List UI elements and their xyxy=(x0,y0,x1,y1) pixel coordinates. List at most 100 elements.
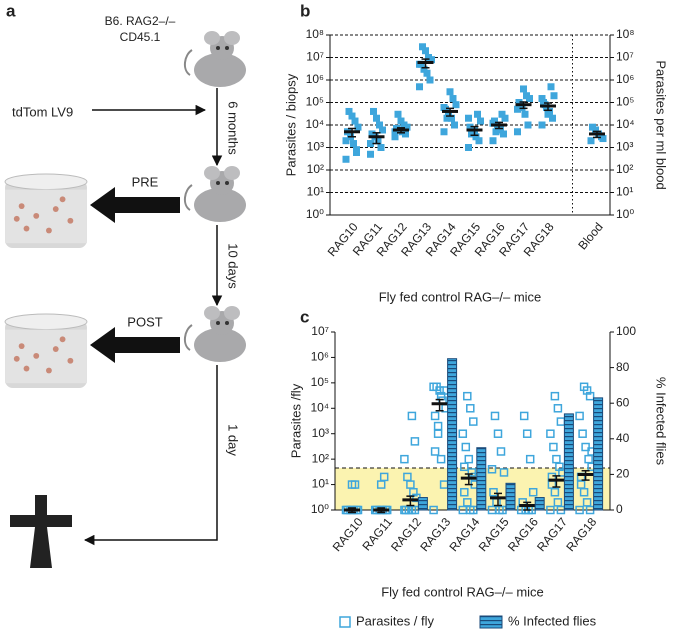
data-point xyxy=(452,101,460,109)
data-point xyxy=(549,442,558,452)
data-point xyxy=(458,429,468,438)
data-point xyxy=(579,382,589,392)
data-point xyxy=(556,417,566,426)
data-point xyxy=(391,133,399,141)
bar xyxy=(534,497,545,511)
data-point xyxy=(589,123,596,131)
data-point xyxy=(460,462,469,472)
x-tick-label: RAG15 xyxy=(476,515,512,554)
data-point xyxy=(345,107,353,115)
data-point xyxy=(410,437,420,446)
y-axis-label: Parasites / biopsy xyxy=(283,73,298,176)
y2-tick-label: 0 xyxy=(616,502,623,516)
mouse-icon xyxy=(183,305,247,363)
y2-tick-label: 20 xyxy=(616,467,630,481)
data-point xyxy=(465,114,472,122)
y2-tick-label: 60 xyxy=(616,395,630,409)
y2-tick-label: 10⁵ xyxy=(616,95,634,109)
panel-label: c xyxy=(300,307,309,326)
legend-label: % Infected flies xyxy=(508,613,597,628)
x-tick-label: RAG18 xyxy=(563,515,599,554)
legend-swatch xyxy=(479,615,503,629)
data-point xyxy=(553,404,563,413)
data-point xyxy=(538,121,546,129)
data-point xyxy=(464,454,474,464)
data-point xyxy=(422,47,429,55)
data-point xyxy=(490,411,500,421)
data-point xyxy=(550,92,558,100)
step-label: 6 months xyxy=(226,101,241,155)
panel-label: b xyxy=(300,1,310,20)
data-point xyxy=(487,465,497,474)
data-point xyxy=(353,148,360,156)
data-point xyxy=(425,54,432,61)
mouse-label: B6. RAG2–/– xyxy=(105,14,176,28)
data-point xyxy=(403,472,412,482)
data-point xyxy=(416,83,423,91)
data-point xyxy=(440,128,448,136)
arrow xyxy=(83,365,218,546)
data-point xyxy=(351,117,359,125)
fly-cup xyxy=(4,173,88,249)
data-point xyxy=(469,417,478,426)
data-point xyxy=(582,498,592,507)
data-point xyxy=(446,88,454,96)
data-point xyxy=(368,130,376,138)
data-point xyxy=(550,391,560,401)
data-point xyxy=(342,155,350,163)
data-point xyxy=(500,130,507,138)
panel-label: a xyxy=(6,1,16,20)
data-point xyxy=(575,505,584,515)
data-point xyxy=(440,103,448,111)
data-point xyxy=(546,505,555,515)
data-point xyxy=(374,137,382,145)
data-point xyxy=(477,117,484,125)
panel-a: a B6. RAG2–/– CD45.1 tdTom LV9 6 months … xyxy=(4,1,247,568)
data-point xyxy=(419,43,426,51)
data-point xyxy=(525,454,535,464)
data-point xyxy=(370,107,377,115)
data-point xyxy=(549,114,556,122)
bar xyxy=(563,413,574,511)
data-point xyxy=(552,454,561,464)
bar xyxy=(505,482,516,511)
data-point xyxy=(449,95,457,103)
data-point xyxy=(575,411,584,421)
thick-arrow xyxy=(90,187,180,223)
x-tick-label: RAG12 xyxy=(388,515,424,554)
data-point xyxy=(493,429,503,438)
y-tick-label: 10⁶ xyxy=(306,72,324,86)
data-point xyxy=(581,442,590,452)
y2-tick-label: 10⁸ xyxy=(616,27,634,41)
data-point xyxy=(553,498,563,507)
data-point xyxy=(463,498,472,507)
y2-axis-label: % Infected flies xyxy=(654,377,669,466)
data-point xyxy=(426,76,434,84)
y-tick-label: 10⁷ xyxy=(306,50,324,64)
mouse-icon xyxy=(183,165,247,223)
data-point xyxy=(522,429,532,438)
y-tick-label: 10⁴ xyxy=(310,400,329,414)
y-tick-label: 10⁸ xyxy=(306,27,324,41)
data-point xyxy=(354,123,362,131)
data-point xyxy=(443,114,451,122)
data-point xyxy=(407,411,417,421)
data-point xyxy=(524,121,532,129)
data-point xyxy=(433,429,443,438)
data-point xyxy=(514,105,521,113)
y2-tick-label: 80 xyxy=(616,360,630,374)
infection-label: tdTom LV9 xyxy=(12,104,73,119)
data-point xyxy=(350,140,357,148)
bar xyxy=(593,397,604,511)
y-tick-label: 10⁶ xyxy=(311,350,329,364)
data-point xyxy=(367,150,374,158)
data-point xyxy=(461,442,471,452)
x-axis-label: Fly fed control RAG–/– mice xyxy=(379,289,542,304)
mouse-icon xyxy=(183,30,247,88)
mouse-label: CD45.1 xyxy=(120,30,161,44)
data-point xyxy=(474,110,481,118)
data-point xyxy=(489,487,498,497)
death-cross xyxy=(10,495,72,568)
data-point xyxy=(376,121,383,129)
data-point xyxy=(501,114,509,122)
